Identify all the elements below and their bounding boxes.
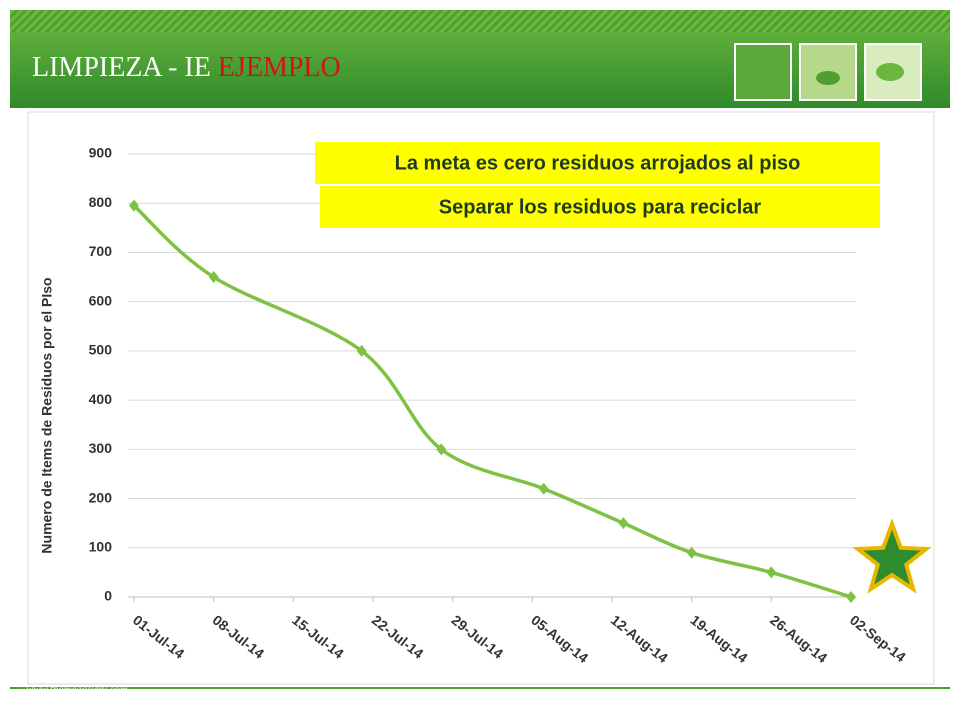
star [852,518,932,594]
y-tick-label: 200 [89,489,113,505]
y-tick-label: 900 [89,145,113,161]
y-tick-label: 800 [89,194,113,210]
data-point [436,443,447,456]
data-point [129,199,139,212]
content-frame [27,111,935,685]
y-tick-label: 400 [89,391,113,407]
data-point [538,482,549,495]
data-point [356,344,367,357]
annotation-box [315,142,880,184]
data-point [766,566,777,579]
annotation: La meta es cero residuos arrojados al pi… [395,152,801,174]
y-tick-label: 100 [89,538,113,554]
data-point [846,591,856,603]
thumb [799,43,857,101]
header-band [10,32,950,108]
annotation: Separar los residuos para reciclar [439,196,762,218]
slide-title: LIMPIEZA - IE EJEMPLO [32,52,341,83]
data-point [208,271,219,284]
title-part: LIMPIEZA - IE [32,52,211,83]
annotation-box [320,186,880,228]
y-tick-label: 500 [89,342,113,358]
title-highlight: EJEMPLO [218,52,341,83]
data-point [618,517,629,530]
y-tick-label: 0 [104,588,112,604]
footer-text: www.themegallery.com [26,684,128,696]
data-point [686,546,697,559]
header-stripe [10,10,950,32]
y-tick-label: 700 [89,243,113,259]
thumb [734,43,792,101]
data-line [132,204,852,599]
leaf-icon [876,63,904,81]
y-tick-label: 600 [89,292,113,308]
y-tick-label: 300 [89,440,113,456]
sprout-icon [816,71,840,85]
y-axis-label: Numero de Items de Residuos por el PIso [39,277,55,553]
